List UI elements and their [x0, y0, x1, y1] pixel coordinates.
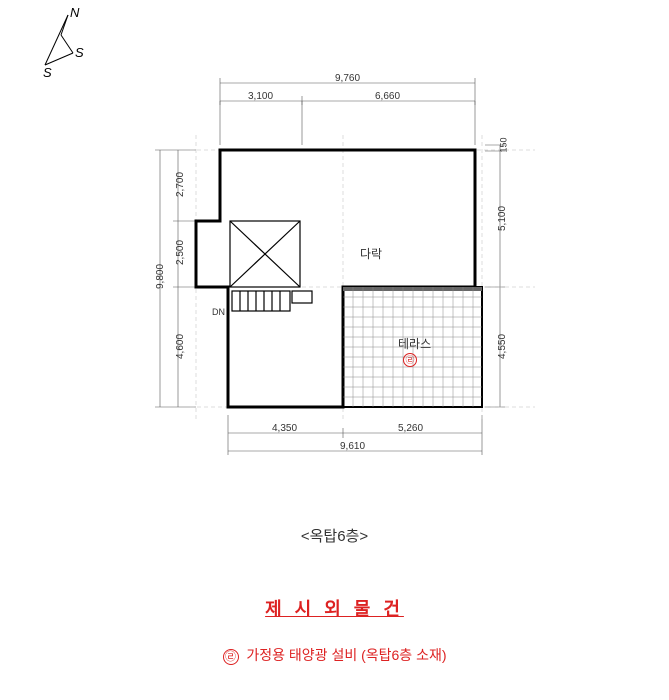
attic-label: 다락 — [360, 245, 382, 262]
dim-right-0: 150 — [499, 137, 509, 152]
dim-left-total: 9,800 — [155, 264, 166, 289]
dim-left-2: 2,500 — [175, 240, 186, 265]
notice-symbol: ㉣ — [223, 649, 239, 665]
compass: N S S — [25, 5, 85, 80]
terrace-label: 테라스 — [398, 335, 431, 352]
dim-bottom-right: 5,260 — [398, 423, 423, 434]
notice-item: ㉣ 가정용 태양광 설비 (옥탑6층 소재) — [0, 645, 669, 665]
floorplan: 9,760 3,100 6,660 9,800 2,700 2,500 4,60… — [140, 75, 550, 485]
dim-right-1: 5,100 — [497, 206, 508, 231]
notice-text: 가정용 태양광 설비 (옥탑6층 소재) — [246, 647, 446, 663]
dim-top-total: 9,760 — [335, 73, 360, 84]
dim-left-1: 2,700 — [175, 172, 186, 197]
dim-bottom-total: 9,610 — [340, 441, 365, 452]
dn-label: DN — [212, 307, 225, 317]
dim-left-3: 4,600 — [175, 334, 186, 359]
solar-marker: ㉣ — [403, 353, 417, 367]
dim-top-left: 3,100 — [248, 91, 273, 102]
floor-title: <옥탑6층> — [0, 525, 669, 546]
compass-n: N — [70, 5, 80, 20]
dim-top-right: 6,660 — [375, 91, 400, 102]
dim-bottom-left: 4,350 — [272, 423, 297, 434]
compass-s2: S — [43, 65, 52, 80]
dim-right-2: 4,550 — [497, 334, 508, 359]
notice-heading: 제 시 외 물 건 — [0, 595, 669, 621]
compass-s1: S — [75, 45, 84, 60]
